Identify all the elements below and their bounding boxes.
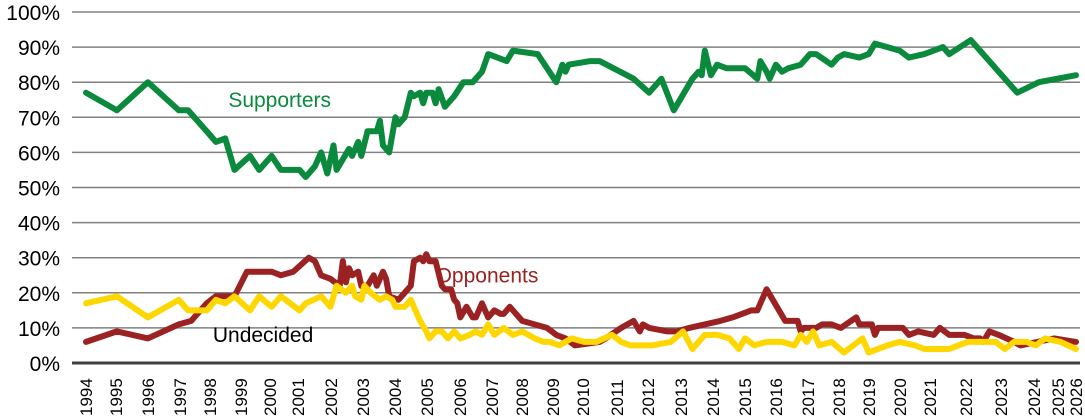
x-tick-label: 2018 — [830, 378, 849, 416]
y-axis-ticks: 0% 10% 20% 30% 40% 50% 60% 70% 80% 90% 100% — [6, 2, 60, 376]
x-tick-label: 2002 — [322, 378, 341, 416]
series-opponents-line — [83, 251, 1079, 349]
y-tick-label: 30% — [18, 248, 60, 271]
x-tick-label: 2020 — [891, 378, 910, 416]
undecided-label: Undecided — [213, 324, 313, 347]
y-tick-label: 80% — [18, 72, 60, 95]
x-tick-label: 1995 — [107, 378, 126, 416]
x-tick-label: 2013 — [672, 378, 691, 416]
opponents-label: Opponents — [436, 264, 539, 287]
y-tick-label: 20% — [18, 283, 60, 306]
x-axis-ticks: 1994 1995 1996 1997 1998 1999 2000 2001 2002 2003… — [77, 378, 1085, 416]
x-tick-label: 2010 — [574, 378, 593, 416]
x-tick-label: 2015 — [736, 378, 755, 416]
x-tick-label: 2005 — [418, 378, 437, 416]
y-tick-label: 100% — [6, 2, 60, 25]
y-tick-label: 50% — [18, 178, 60, 201]
series-lines — [83, 37, 1079, 356]
x-tick-label: 2006 — [451, 378, 470, 416]
x-tick-label: 2012 — [639, 378, 658, 416]
x-tick-label: 2008 — [513, 378, 532, 416]
x-tick-label: 2021 — [921, 378, 940, 416]
x-tick-label: 2019 — [860, 378, 879, 416]
y-tick-label: 60% — [18, 142, 60, 165]
x-tick-label: 2017 — [799, 378, 818, 416]
x-tick-label: 1994 — [77, 378, 96, 416]
x-tick-label: 2024 — [1025, 378, 1044, 416]
x-tick-label: 1996 — [139, 378, 158, 416]
y-tick-label: 40% — [18, 213, 60, 236]
x-tick-label: 2022 — [957, 378, 976, 416]
x-tick-label: 2011 — [608, 379, 627, 416]
y-tick-label: 0% — [30, 353, 60, 376]
x-tick-label: 2014 — [704, 378, 723, 416]
x-tick-label: 1999 — [232, 378, 251, 416]
x-tick-label: 1997 — [171, 378, 190, 416]
y-tick-label: 90% — [18, 37, 60, 60]
x-tick-label: 2003 — [354, 378, 373, 416]
x-tick-label: 2000 — [261, 378, 280, 416]
y-tick-label: 10% — [18, 318, 60, 341]
x-tick-label: 2001 — [289, 378, 308, 416]
gridlines — [72, 11, 1080, 329]
x-tick-label: 2007 — [483, 378, 502, 416]
y-tick-label: 70% — [18, 107, 60, 130]
x-tick-label: 2009 — [544, 378, 563, 416]
series-undecided-line — [83, 282, 1079, 356]
x-tick-label: 2025 — [1049, 378, 1068, 416]
x-tick-label: 1998 — [201, 378, 220, 416]
series-supporters-line — [83, 37, 1079, 180]
supporters-label: Supporters — [228, 89, 331, 112]
x-tick-label: 2016 — [767, 378, 786, 416]
x-tick-label: 2026 — [1067, 378, 1085, 416]
x-tick-label: 2023 — [992, 378, 1011, 416]
x-tick-label: 2004 — [386, 378, 405, 416]
series-labels: Supporters Opponents Undecided — [213, 89, 539, 347]
